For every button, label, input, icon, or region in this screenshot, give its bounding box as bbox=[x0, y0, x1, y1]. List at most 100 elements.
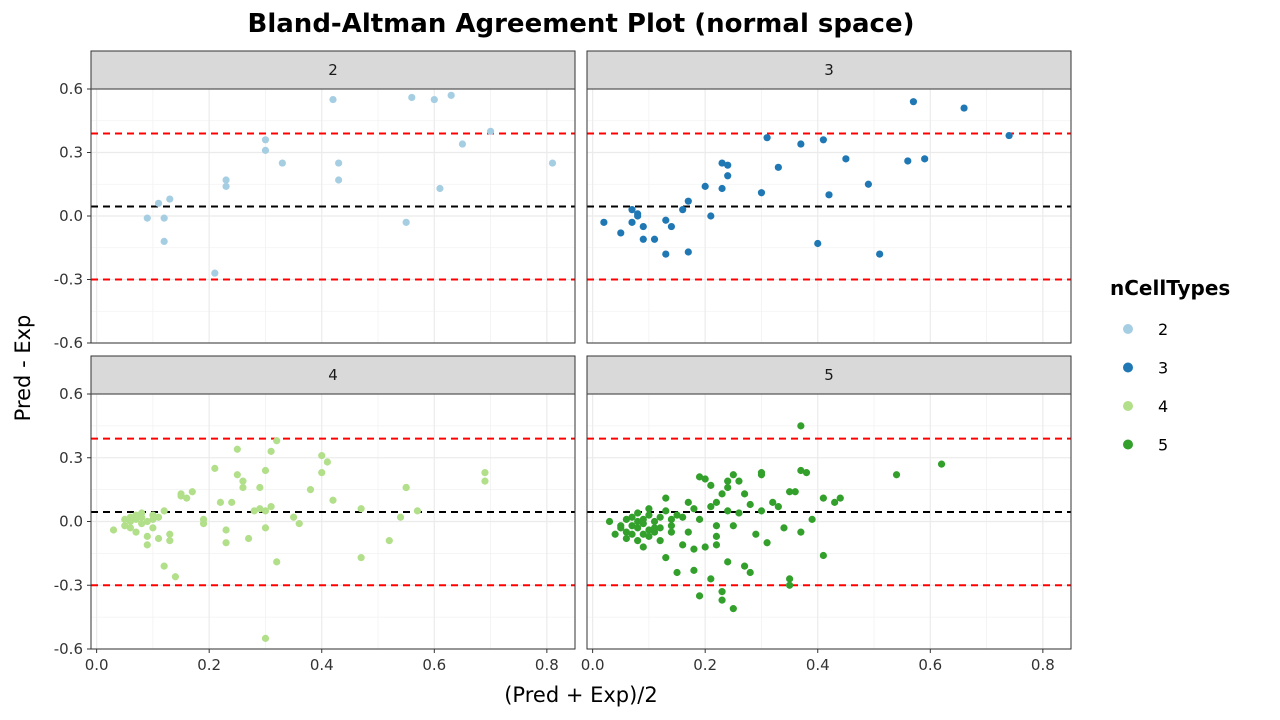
data-point bbox=[402, 483, 410, 492]
data-point bbox=[645, 505, 653, 513]
data-point bbox=[797, 466, 805, 475]
data-point bbox=[763, 539, 771, 547]
x-tick-label: 0.6 bbox=[918, 656, 942, 674]
data-point bbox=[160, 507, 168, 515]
data-point bbox=[250, 507, 258, 515]
data-point bbox=[695, 473, 704, 481]
data-point bbox=[132, 528, 140, 536]
y-tick-label: -0.6 bbox=[54, 334, 83, 352]
x-tick-label: 0.8 bbox=[1031, 656, 1055, 674]
data-point bbox=[769, 498, 777, 506]
data-point bbox=[385, 537, 393, 545]
legend-item-2: 2 bbox=[1123, 320, 1168, 339]
legend-label: 2 bbox=[1158, 320, 1168, 339]
data-point bbox=[786, 581, 794, 589]
data-point bbox=[921, 155, 929, 163]
data-point bbox=[707, 212, 715, 220]
facet-strip bbox=[90, 355, 576, 395]
data-point bbox=[617, 524, 625, 532]
data-point bbox=[154, 534, 163, 543]
data-point bbox=[628, 522, 636, 530]
data-point bbox=[222, 176, 230, 184]
data-point bbox=[695, 592, 704, 600]
data-point bbox=[718, 184, 726, 193]
data-point bbox=[318, 452, 326, 460]
data-point bbox=[842, 155, 850, 163]
facet-strip bbox=[586, 355, 1072, 395]
facet-panel-5: 5 0.0 0.2 0.4 0.6 0.8 bbox=[581, 355, 1072, 674]
data-point bbox=[160, 562, 168, 570]
data-point bbox=[447, 91, 455, 99]
data-point bbox=[222, 539, 230, 547]
data-point bbox=[667, 522, 676, 530]
facet-panel-4: 40.60.30.0-0.3-0.60.0 0.2 0.4 0.6 0.8 bbox=[54, 355, 576, 674]
data-point bbox=[718, 596, 726, 604]
data-point bbox=[701, 543, 709, 551]
data-point bbox=[937, 460, 946, 468]
data-point bbox=[679, 541, 687, 549]
data-point bbox=[160, 237, 168, 245]
data-point bbox=[408, 93, 416, 102]
data-point bbox=[188, 488, 196, 496]
data-point bbox=[177, 490, 185, 498]
x-tick-label: 0.8 bbox=[535, 656, 559, 674]
data-point bbox=[667, 515, 676, 523]
data-point bbox=[261, 466, 270, 475]
data-point bbox=[261, 634, 270, 642]
data-point bbox=[121, 515, 129, 523]
data-point bbox=[261, 507, 270, 515]
data-point bbox=[650, 235, 659, 243]
data-point bbox=[639, 222, 647, 231]
data-point bbox=[256, 483, 264, 492]
y-tick-label: 0.6 bbox=[59, 385, 83, 403]
y-axis-title: Pred - Exp bbox=[11, 315, 35, 422]
data-point bbox=[622, 534, 630, 543]
data-point bbox=[149, 524, 157, 532]
data-point bbox=[690, 566, 698, 574]
data-point bbox=[690, 545, 698, 553]
data-point bbox=[335, 159, 343, 167]
data-point bbox=[701, 475, 709, 483]
data-point bbox=[233, 471, 241, 479]
data-point bbox=[138, 520, 146, 528]
data-point bbox=[892, 471, 901, 479]
data-point bbox=[143, 214, 151, 222]
data-point bbox=[724, 507, 732, 515]
x-tick-label: 0.0 bbox=[581, 656, 605, 674]
data-point bbox=[481, 477, 489, 485]
x-tick-label: 0.2 bbox=[197, 656, 221, 674]
data-point bbox=[239, 483, 247, 492]
legend-item-4: 4 bbox=[1123, 397, 1168, 416]
data-point bbox=[639, 543, 647, 551]
data-point bbox=[357, 505, 365, 513]
data-point bbox=[707, 503, 715, 511]
data-point bbox=[154, 199, 163, 207]
data-point bbox=[160, 214, 168, 222]
data-point bbox=[605, 517, 614, 526]
data-point bbox=[718, 159, 726, 167]
data-point bbox=[211, 464, 219, 472]
legend-key bbox=[1123, 362, 1133, 373]
data-point bbox=[786, 488, 794, 496]
data-point bbox=[802, 469, 811, 477]
data-point bbox=[357, 554, 365, 562]
data-point bbox=[267, 503, 275, 511]
data-point bbox=[413, 507, 422, 515]
data-point bbox=[622, 528, 630, 536]
data-point bbox=[808, 515, 816, 523]
data-point bbox=[729, 471, 737, 479]
data-point bbox=[662, 494, 670, 502]
data-point bbox=[729, 522, 737, 530]
data-point bbox=[662, 507, 670, 515]
data-point bbox=[774, 503, 782, 511]
data-point bbox=[819, 494, 827, 502]
y-tick-label: 0.3 bbox=[59, 144, 83, 162]
data-point bbox=[757, 507, 766, 515]
facet-strip-label: 4 bbox=[328, 366, 338, 384]
facet-strip-label: 5 bbox=[824, 366, 834, 384]
data-point bbox=[143, 541, 151, 549]
legend-label: 4 bbox=[1158, 397, 1168, 416]
data-point bbox=[306, 486, 315, 494]
x-tick-label: 0.4 bbox=[310, 656, 334, 674]
